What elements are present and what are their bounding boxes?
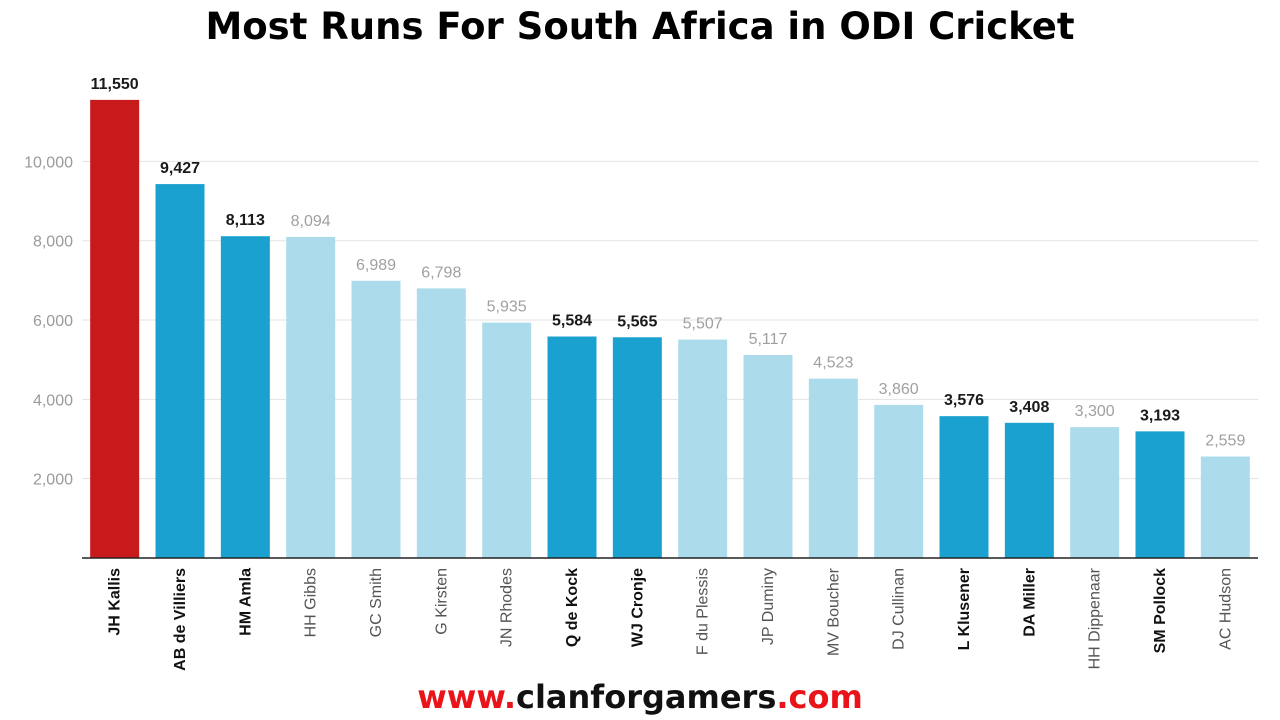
- footer-suffix: .com: [776, 678, 863, 716]
- x-tick-label: JN Rhodes: [499, 568, 516, 647]
- data-label: 3,300: [1075, 403, 1115, 420]
- footer-prefix: www.: [417, 678, 516, 716]
- bar: [482, 322, 532, 558]
- y-tick-label: 10,000: [24, 154, 73, 171]
- y-tick-label: 8,000: [33, 234, 73, 251]
- x-tick-label: AB de Villiers: [172, 568, 189, 671]
- x-tick-label: Q de Kock: [564, 568, 581, 647]
- x-tick-label: GC Smith: [368, 568, 385, 637]
- bar: [939, 416, 989, 558]
- bar: [416, 288, 466, 558]
- data-label: 3,576: [944, 392, 984, 409]
- data-label: 11,550: [91, 76, 139, 93]
- y-tick-label: 6,000: [33, 313, 73, 330]
- bar: [286, 236, 336, 558]
- x-tick-label: DA Miller: [1021, 568, 1038, 637]
- data-label: 5,117: [749, 331, 788, 348]
- bar: [1200, 456, 1250, 558]
- data-label: 5,935: [487, 299, 527, 316]
- x-tick-label: HM Amla: [237, 568, 254, 636]
- bar: [1070, 427, 1120, 558]
- data-label: 3,193: [1140, 407, 1180, 424]
- bar: [808, 378, 858, 558]
- x-tick-label: JH Kallis: [107, 568, 124, 636]
- data-label: 9,427: [160, 160, 200, 177]
- x-tick-label: G Kirsten: [433, 568, 450, 635]
- data-label: 8,113: [226, 212, 265, 229]
- bar: [1004, 422, 1054, 558]
- bar: [678, 339, 728, 558]
- bar: [612, 337, 662, 558]
- data-label: 5,584: [552, 313, 592, 330]
- x-tick-label: AC Hudson: [1217, 568, 1234, 650]
- chart-title: Most Runs For South Africa in ODI Cricke…: [205, 5, 1075, 48]
- x-tick-label: HH Dippenaar: [1087, 567, 1104, 669]
- x-tick-label: SM Pollock: [1152, 568, 1169, 653]
- x-tick-label: WJ Cronje: [629, 568, 646, 647]
- data-label: 5,507: [683, 316, 723, 333]
- bar: [155, 184, 205, 558]
- x-tick-label: F du Plessis: [695, 568, 712, 655]
- data-label: 4,523: [813, 355, 853, 372]
- bar: [1135, 431, 1185, 558]
- bar: [743, 355, 793, 558]
- bar: [220, 236, 270, 558]
- bar: [547, 336, 597, 558]
- bar: [351, 280, 401, 558]
- data-label: 3,860: [879, 381, 919, 398]
- x-tick-label: MV Boucher: [825, 567, 842, 656]
- data-label: 3,408: [1009, 399, 1049, 416]
- x-tick-label: JP Duminy: [760, 568, 777, 645]
- data-label: 2,559: [1205, 433, 1245, 450]
- x-tick-label: L Klusener: [956, 568, 973, 650]
- data-label: 6,798: [421, 264, 461, 281]
- x-tick-label: DJ Cullinan: [891, 568, 908, 650]
- y-tick-label: 4,000: [33, 392, 73, 409]
- footer-domain: clanforgamers: [515, 678, 777, 716]
- y-tick-label: 2,000: [33, 472, 73, 489]
- data-label: 5,565: [617, 313, 657, 330]
- bar: [874, 404, 924, 558]
- data-label: 8,094: [291, 213, 331, 230]
- data-label: 6,989: [356, 257, 396, 274]
- bar: [90, 99, 140, 558]
- x-tick-label: HH Gibbs: [303, 568, 320, 637]
- footer-website[interactable]: www.clanforgamers.com: [0, 674, 1280, 720]
